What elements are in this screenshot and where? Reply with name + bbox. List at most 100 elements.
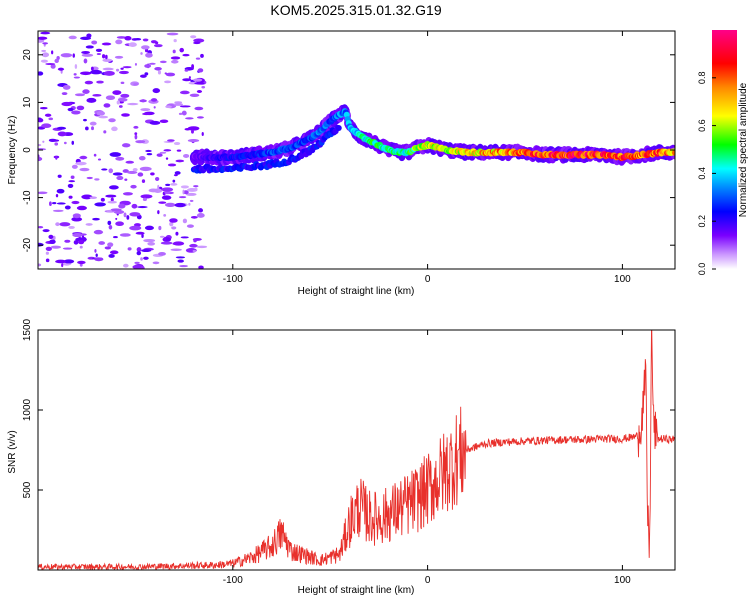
noise-blob <box>103 70 115 76</box>
noise-blob <box>201 132 204 136</box>
noise-blob <box>164 72 167 75</box>
noise-blob <box>189 93 200 98</box>
noise-blob <box>133 125 139 129</box>
noise-blob <box>101 168 108 171</box>
noise-blob <box>56 202 66 205</box>
noise-blob <box>91 126 94 131</box>
x-tick-label: -100 <box>223 274 243 285</box>
noise-blob <box>141 233 144 239</box>
noise-blob <box>79 167 90 172</box>
noise-blob <box>64 239 71 243</box>
noise-blob <box>179 264 188 268</box>
noise-blob <box>70 175 75 179</box>
noise-blob <box>54 58 59 64</box>
noise-blob <box>118 105 123 108</box>
noise-blob <box>115 156 125 161</box>
noise-blob <box>54 142 59 146</box>
noise-blob <box>198 265 204 269</box>
noise-blob <box>193 185 199 188</box>
y-tick-label: 10 <box>22 96 33 108</box>
noise-blob <box>71 164 78 169</box>
noise-blob <box>124 36 132 41</box>
noise-blob <box>50 245 62 249</box>
y-tick-label: -20 <box>22 238 33 253</box>
y-tick-label: -10 <box>22 190 33 205</box>
noise-blob <box>79 155 88 160</box>
noise-blob <box>103 103 111 108</box>
noise-blob <box>38 156 43 162</box>
noise-blob <box>61 92 68 96</box>
colorbar-gradient <box>712 30 737 269</box>
noise-blob <box>196 212 205 218</box>
noise-blob <box>83 118 87 122</box>
snr-ylabel: SNR (v/v) <box>7 430 18 473</box>
noise-blob <box>96 80 104 84</box>
noise-blob <box>146 152 153 156</box>
noise-blob <box>140 108 151 112</box>
noise-blob <box>140 257 143 261</box>
noise-blob <box>75 161 87 166</box>
noise-blob <box>72 213 81 219</box>
x-tick-label: 0 <box>425 274 431 285</box>
noise-blob <box>156 153 163 157</box>
noise-blob <box>170 183 178 186</box>
noise-blob <box>79 245 83 249</box>
noise-blob <box>109 185 119 190</box>
noise-blob <box>174 171 181 175</box>
noise-blob <box>55 222 60 227</box>
colorbar-tick-label: 0.2 <box>697 215 707 228</box>
colorbar-ticks: 0.0 0.2 0.4 0.6 0.8 <box>697 72 716 275</box>
noise-blob <box>63 259 75 264</box>
noise-blob <box>152 261 160 265</box>
noise-blob <box>189 243 198 248</box>
noise-blob <box>170 248 182 252</box>
noise-blob <box>81 53 94 57</box>
noise-blob <box>86 176 93 180</box>
noise-blob <box>161 195 172 200</box>
noise-blob <box>123 212 127 218</box>
noise-blob <box>55 155 58 160</box>
noise-blob <box>105 54 108 60</box>
noise-blob <box>49 201 52 207</box>
noise-blob <box>110 197 114 202</box>
noise-blob <box>115 39 123 45</box>
noise-blob <box>142 38 149 42</box>
noise-blob <box>39 106 48 110</box>
noise-blob <box>50 63 56 69</box>
noise-blob <box>147 241 156 246</box>
noise-blob <box>132 168 138 172</box>
noise-blob <box>144 225 154 231</box>
noise-blob <box>136 251 142 256</box>
noise-blob <box>38 71 44 76</box>
noise-blob <box>120 81 125 84</box>
noise-blob <box>72 232 83 238</box>
noise-blob <box>109 152 122 157</box>
noise-blob <box>98 241 106 245</box>
noise-blob <box>96 111 106 116</box>
noise-blob <box>196 90 203 93</box>
noise-blob <box>144 48 149 53</box>
noise-blob <box>106 209 113 213</box>
noise-blob <box>38 118 44 123</box>
noise-blob <box>164 191 171 195</box>
noise-blob <box>142 112 151 116</box>
noise-blob <box>105 194 117 198</box>
noise-blob <box>139 166 152 172</box>
noise-blob <box>189 199 194 202</box>
noise-blob <box>118 203 126 209</box>
noise-blob <box>71 200 80 205</box>
noise-blob <box>165 72 176 77</box>
noise-blob <box>127 247 132 251</box>
noise-blob <box>68 225 75 229</box>
noise-blob <box>119 233 131 237</box>
colorbar: 0.0 0.2 0.4 0.6 0.8 Normalized spectral ampl… <box>697 30 749 275</box>
noise-blob <box>38 242 44 247</box>
noise-blob <box>140 194 153 199</box>
noise-blob <box>124 178 128 181</box>
y-tick-label: 20 <box>22 49 33 61</box>
noise-blob <box>38 263 42 267</box>
noise-blob <box>134 134 138 140</box>
spectrogram-ylabel: Frequency (Hz) <box>7 116 18 185</box>
noise-blob <box>178 196 187 199</box>
noise-blob <box>193 238 197 243</box>
